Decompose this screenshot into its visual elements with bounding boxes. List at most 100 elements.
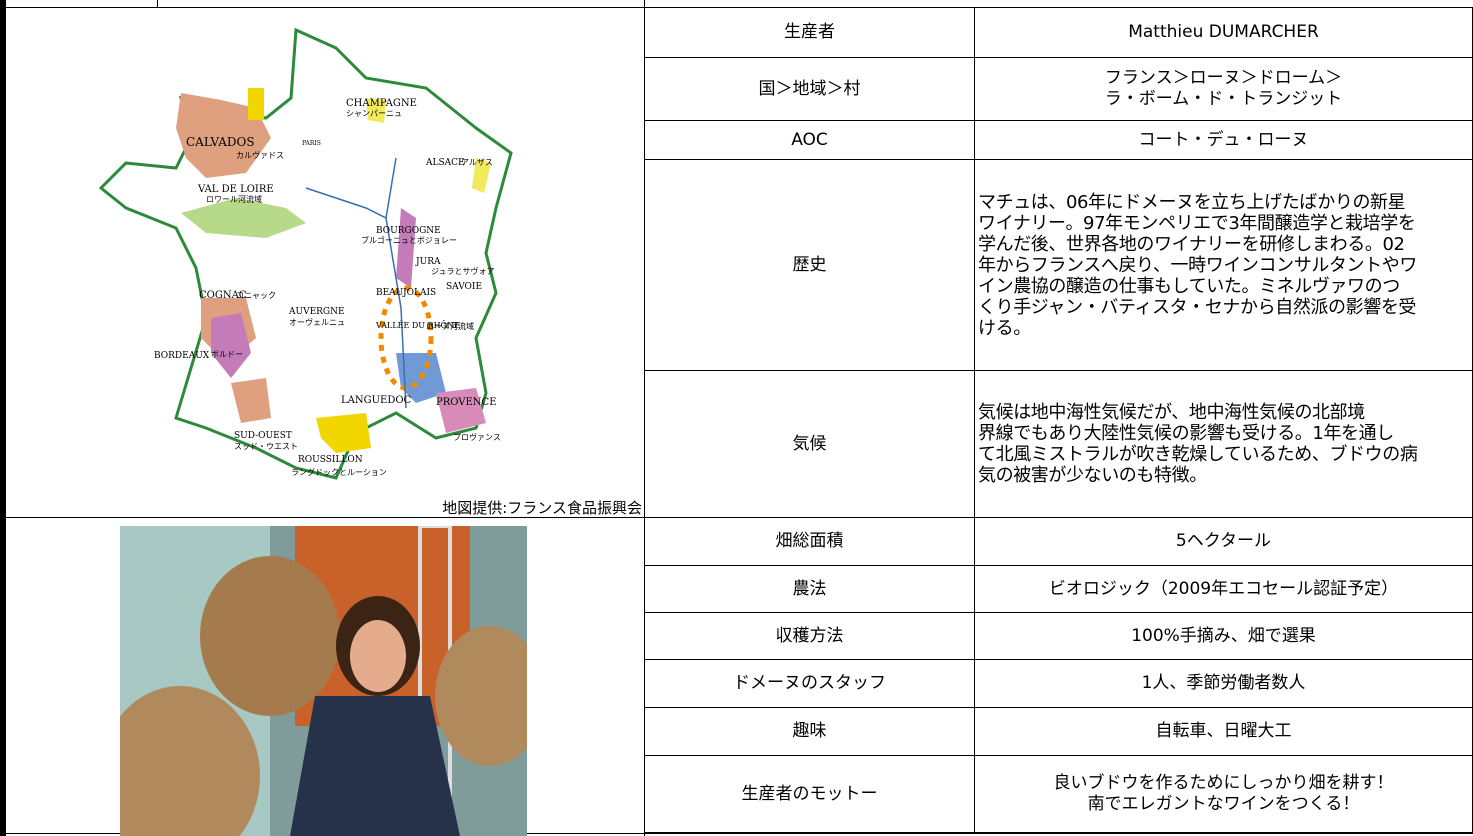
label-text: 趣味 — [792, 721, 827, 741]
person-face — [350, 620, 406, 692]
map-label: JURA — [415, 257, 441, 267]
map-label: SUD-OUEST — [234, 431, 292, 441]
map-label: ローヌ河流域 — [426, 321, 474, 331]
map-label: CHAMPAGNE — [346, 98, 417, 109]
value-text: イン農協の醸造の仕事もしていた。ミネルヴァワのつ — [978, 275, 1400, 297]
champagne-region — [366, 98, 386, 123]
label-text: 歴史 — [792, 254, 827, 275]
value-text: マチュは、06年にドメーヌを立ち上げたばかりの新星 — [978, 191, 1406, 213]
barrel — [435, 626, 527, 766]
map-label: ブルゴーニュとボジョレー — [361, 235, 457, 245]
rhone-highlight — [378, 285, 434, 391]
value-text: フランス＞ローヌ＞ドローム＞ — [1104, 68, 1343, 88]
map-label: オーヴェルニュ — [289, 317, 345, 327]
value-text: ワイナリー。97年モンペリエで3年間醸造学と栽培学を — [978, 212, 1416, 234]
map-label: PROVENCE — [436, 397, 497, 408]
alsace-region — [472, 158, 491, 193]
calvados-highlight — [248, 88, 264, 120]
sudouest-region — [231, 378, 271, 423]
label-text: 収穫方法 — [775, 625, 844, 646]
barrel — [200, 556, 340, 716]
map-label: BEAUJOLAIS — [376, 288, 436, 298]
label-text: AOC — [791, 129, 828, 150]
map-label: コニャック — [236, 291, 276, 300]
value-text: ける。 — [978, 317, 1031, 339]
label-text: ドメーヌのスタッフ — [733, 673, 886, 693]
label-text: 生産者 — [784, 22, 835, 42]
row-label: 生産者のモットー — [645, 756, 975, 833]
left-border — [0, 0, 6, 836]
label-text: 国＞地域＞村 — [758, 78, 861, 99]
value-text: 界線でもあり大陸性気候の影響も受ける。1年を通し — [978, 423, 1394, 444]
rivers — [305, 157, 407, 409]
value-text: 1人、季節労働者数人 — [1141, 673, 1306, 693]
value-text: 自転車、日曜大工 — [1155, 721, 1292, 741]
value-text: て北風ミストラルが吹き乾燥しているため、ブドウの病 — [978, 444, 1418, 465]
top-row-divider — [157, 0, 158, 8]
row-value: ビオロジック（2009年エコセール認証予定） — [975, 566, 1473, 613]
map-label: カルヴァドス — [236, 150, 284, 160]
map-label: BORDEAUX — [154, 351, 210, 361]
map-label: SAVOIE — [446, 282, 482, 292]
top-row-border — [0, 7, 1473, 8]
map-label: ラングドックとルーション — [291, 467, 387, 477]
label-text: 畑総面積 — [775, 531, 844, 551]
row-label: 農法 — [645, 566, 975, 613]
map-label: CALVADOS — [186, 135, 255, 149]
map-label: シャンパーニュ — [346, 109, 402, 118]
row-label: AOC — [645, 121, 975, 160]
row-label: 歴史 — [645, 160, 975, 371]
person-body — [290, 696, 460, 836]
provence-region — [436, 388, 486, 433]
map-label: PARIS — [302, 140, 321, 147]
map-label: LANGUEDOC — [341, 395, 412, 406]
value-text: 気候は地中海性気候だが、地中海性気候の北部境 — [978, 402, 1365, 423]
value-text: ラ・ボーム・ド・トランジット — [1104, 89, 1343, 109]
bottom-border — [0, 833, 1473, 834]
row-value: 1人、季節労働者数人 — [975, 660, 1473, 708]
value-text: くり手ジャン・バティスタ・セナから自然派の影響を受 — [978, 296, 1417, 318]
value-text: 5ヘクタール — [1175, 531, 1272, 551]
map-credit: 地図提供:フランス食品振興会 — [442, 499, 642, 517]
row-value: 5ヘクタール — [975, 518, 1473, 566]
map-label: ロワール河流域 — [206, 194, 262, 204]
calvados-region — [176, 93, 271, 178]
map-label: ボルドー — [211, 350, 243, 359]
loire-region — [181, 198, 306, 238]
row-label: 国＞地域＞村 — [645, 58, 975, 121]
value-text: ビオロジック（2009年エコセール認証予定） — [1048, 578, 1399, 599]
row-label: 畑総面積 — [645, 518, 975, 566]
row-value: マチュは、06年にドメーヌを立ち上げたばかりの新星 ワイナリー。97年モンペリエで… — [975, 160, 1473, 371]
label-text: 気候 — [792, 433, 827, 454]
value-text: 気の被害が少ないのも特徴。 — [978, 465, 1207, 486]
producer-photo — [120, 526, 527, 836]
row-label: ドメーヌのスタッフ — [645, 660, 975, 708]
map-photo-divider — [0, 517, 645, 518]
row-value: 100%手摘み、畑で選果 — [975, 613, 1473, 660]
row-value: 良いブドウを作るためにしっかり畑を耕す！ 南でエレガントなワインをつくる！ — [975, 756, 1473, 833]
label-text: 農法 — [792, 578, 827, 599]
row-value: 気候は地中海性気候だが、地中海性気候の北部境 界線でもあり大陸性気候の影響も受ける… — [975, 371, 1473, 518]
value-text: 100%手摘み、畑で選果 — [1131, 625, 1316, 646]
label-text: 生産者のモットー — [741, 783, 878, 804]
bordeaux-region — [211, 313, 251, 378]
value-text: 年からフランスへ戻り、一時ワインコンサルタントやワ — [978, 254, 1417, 276]
row-label: 生産者 — [645, 8, 975, 58]
map-label: AUVERGNE — [288, 307, 345, 317]
row-value: Matthieu DUMARCHER — [975, 8, 1473, 58]
row-label: 気候 — [645, 371, 975, 518]
map-label: VALLÉE DU RHÔNE — [375, 321, 460, 330]
bourgogne-region — [396, 208, 416, 288]
value-text: Matthieu DUMARCHER — [1128, 22, 1319, 42]
row-value: 自転車、日曜大工 — [975, 708, 1473, 756]
value-text: 南でエレガントなワインをつくる！ — [1087, 794, 1360, 814]
row-label: 収穫方法 — [645, 613, 975, 660]
map-label: アルザス — [461, 158, 493, 167]
value-text: 良いブドウを作るためにしっかり畑を耕す！ — [1053, 773, 1394, 793]
map-label: プロヴァンス — [453, 432, 501, 442]
map-label: COGNAC — [199, 290, 247, 301]
row-value: フランス＞ローヌ＞ドローム＞ ラ・ボーム・ド・トランジット — [975, 58, 1473, 121]
map-label: ジュラとサヴォア — [431, 266, 494, 276]
